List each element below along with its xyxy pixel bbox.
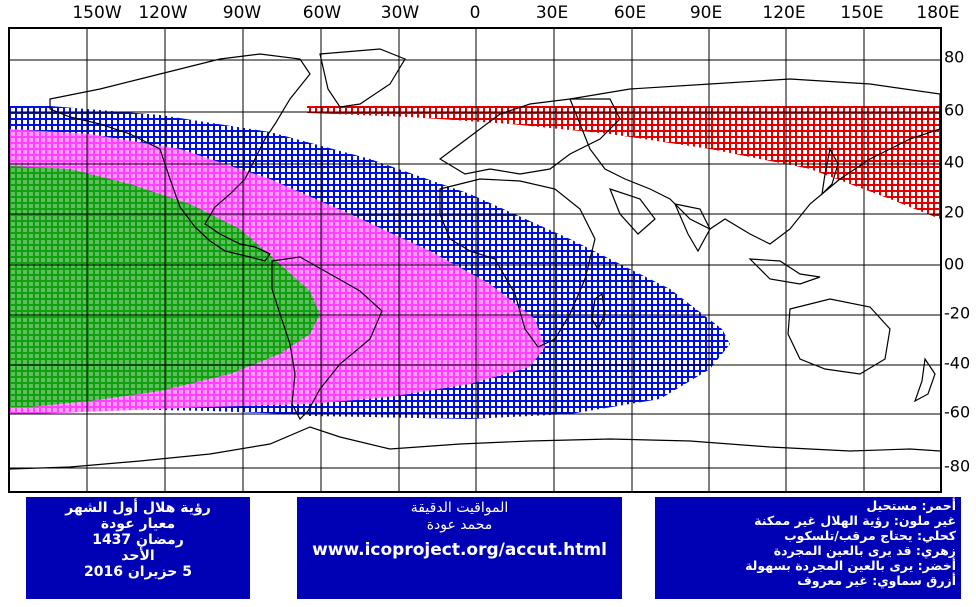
legend-item-uncolored: غير ملون: رؤية الهلال غير ممكنة (754, 513, 956, 528)
lon-label: 150W (72, 3, 122, 23)
legend-item-green: أخضر: يرى بالعين المجردة بسهولة (745, 558, 956, 573)
lat-label: 00 (944, 254, 965, 274)
lat-label: 80 (944, 47, 965, 67)
legend-item-pink: زهري: قد يرى بالعين المجردة (773, 543, 956, 558)
gregorian-date: 5 حزيران 2016 (84, 564, 192, 580)
source-url-link[interactable]: www.icoproject.org/accut.html (312, 540, 607, 560)
lat-label: -20 (944, 303, 971, 323)
lat-label: 20 (944, 202, 965, 222)
coastlines (10, 48, 940, 470)
event-info-box: رؤية هلال أول الشهر معيار عودة رمضان 143… (26, 497, 250, 599)
lon-label: 120E (762, 3, 806, 23)
lat-label: -80 (944, 456, 971, 476)
lon-label: 90W (222, 3, 262, 23)
source-info-box: المواقيت الدقيقة محمد عودة www.icoprojec… (297, 497, 622, 599)
lon-label: 60E (613, 3, 647, 23)
weekday: الأحد (121, 548, 155, 564)
event-title: رؤية هلال أول الشهر (65, 500, 211, 516)
lon-label: 30W (380, 3, 420, 23)
lon-label: 120W (138, 3, 188, 23)
lat-label: 60 (944, 100, 965, 120)
lat-label: -60 (944, 402, 971, 422)
lat-label: -40 (944, 353, 971, 373)
legend-item-red: أحمر: مستحيل (866, 498, 956, 513)
lon-label: 180E (916, 3, 960, 23)
source-title: المواقيت الدقيقة (410, 500, 509, 516)
world-map (8, 27, 942, 493)
lon-label: 30E (535, 3, 569, 23)
graticule (10, 29, 940, 491)
legend-box: أحمر: مستحيل غير ملون: رؤية الهلال غير م… (655, 497, 961, 599)
lon-label: 0 (469, 3, 481, 23)
zone-red (307, 106, 940, 219)
legend-item-navy: كحلي: يحتاج مرقب/تلسكوب (784, 528, 956, 543)
lon-label: 150E (840, 3, 884, 23)
criterion-name: معيار عودة (100, 516, 176, 532)
legend-item-skyblue: أزرق سماوي: غير معروف (797, 573, 956, 588)
lon-label: 90E (689, 3, 723, 23)
lon-label: 60W (302, 3, 342, 23)
lat-label: 40 (944, 152, 965, 172)
map-canvas (10, 29, 940, 491)
author-name: محمد عودة (426, 517, 493, 533)
hijri-month: رمضان 1437 (92, 532, 184, 548)
